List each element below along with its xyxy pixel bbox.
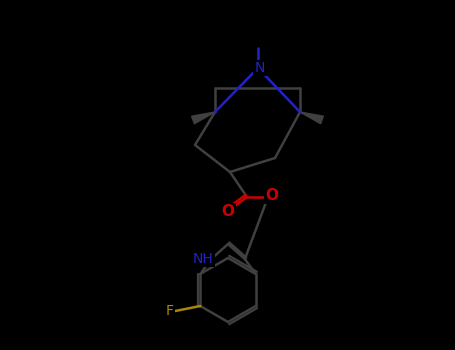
Text: O: O (222, 204, 234, 219)
Text: N: N (255, 61, 265, 75)
Polygon shape (300, 112, 324, 124)
Text: NH: NH (193, 252, 213, 266)
Text: F: F (165, 304, 173, 318)
Polygon shape (192, 112, 215, 124)
Text: O: O (266, 188, 278, 203)
